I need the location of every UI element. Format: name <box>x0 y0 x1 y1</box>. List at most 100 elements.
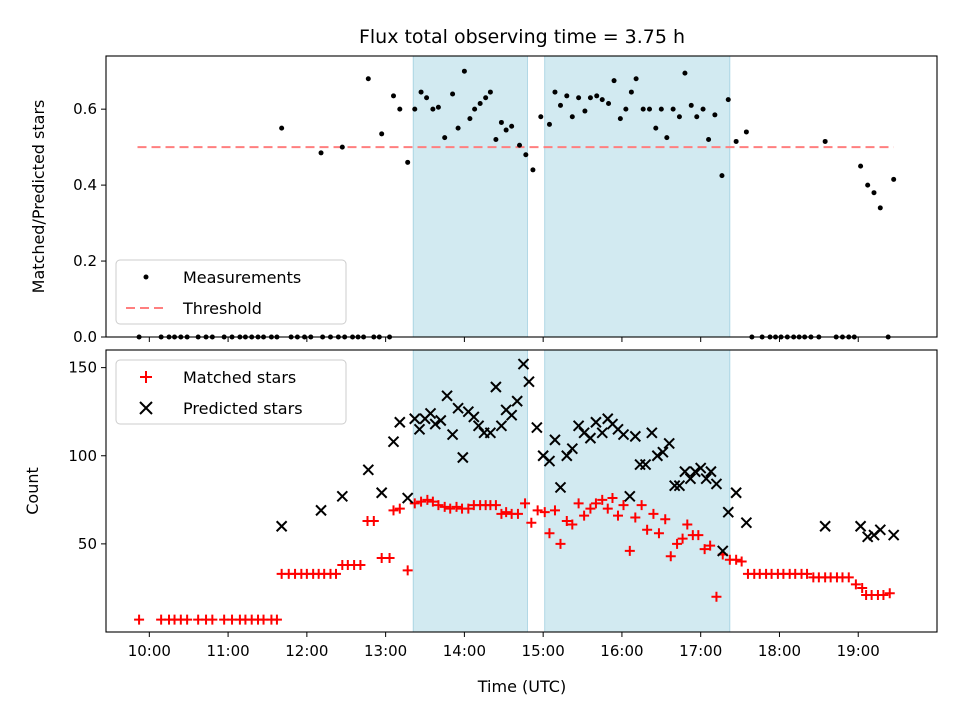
y-tick-label: 100 <box>68 447 97 465</box>
y-tick-label: 0.4 <box>73 176 97 194</box>
data-point <box>384 552 395 563</box>
data-point <box>401 492 414 504</box>
x-tick-label: 11:00 <box>206 642 249 660</box>
data-point <box>530 167 536 173</box>
data-point <box>712 112 718 118</box>
data-point <box>490 381 502 393</box>
data-point <box>736 556 747 567</box>
data-point <box>512 508 523 519</box>
data-point <box>418 89 424 95</box>
data-point <box>582 108 588 114</box>
x-tick-label: 10:00 <box>128 642 171 660</box>
series-matched-stars <box>134 493 895 625</box>
data-point <box>587 95 593 101</box>
data-point <box>365 76 371 82</box>
data-point <box>435 104 441 110</box>
data-point <box>576 95 582 101</box>
data-point <box>446 428 459 441</box>
data-point <box>554 481 567 494</box>
data-point <box>653 125 659 131</box>
data-point <box>612 510 623 521</box>
data-point <box>871 190 877 196</box>
data-point <box>472 420 485 432</box>
data-point <box>677 533 688 544</box>
data-point <box>705 540 716 551</box>
data-point <box>682 70 688 76</box>
data-point <box>628 89 634 95</box>
data-point <box>477 100 483 106</box>
data-point <box>730 487 742 499</box>
data-point <box>719 173 725 179</box>
data-point <box>597 494 608 505</box>
data-point <box>648 508 659 519</box>
data-point <box>539 507 550 518</box>
data-point <box>271 614 282 625</box>
data-point <box>435 414 447 427</box>
data-point <box>544 528 555 539</box>
data-point <box>397 106 403 112</box>
data-point <box>651 450 664 462</box>
data-point <box>472 106 478 112</box>
data-point <box>858 163 864 169</box>
data-point <box>689 465 701 478</box>
data-point <box>493 137 499 143</box>
data-point <box>467 116 473 122</box>
data-point <box>452 402 464 414</box>
data-point <box>572 420 585 432</box>
data-point <box>822 138 828 144</box>
data-point <box>688 102 694 108</box>
data-point <box>733 138 739 144</box>
legend-label: Threshold <box>182 299 262 318</box>
data-point <box>653 528 664 539</box>
data-point <box>511 395 523 407</box>
data-point <box>740 517 753 529</box>
data-point <box>665 551 676 562</box>
data-point <box>549 434 561 446</box>
x-tick-label: 17:00 <box>679 642 722 660</box>
shaded-interval <box>412 349 528 633</box>
data-point <box>700 106 706 112</box>
y-tick-label: 150 <box>68 359 97 377</box>
shaded-interval <box>544 349 731 633</box>
data-point <box>207 614 218 625</box>
data-point <box>409 413 421 425</box>
data-point <box>424 407 437 420</box>
data-point <box>552 89 558 95</box>
x-tick-label: 14:00 <box>443 642 486 660</box>
y-tick-label: 0.0 <box>73 328 97 346</box>
data-point <box>520 498 531 509</box>
data-point <box>633 76 639 82</box>
data-point <box>388 505 399 516</box>
data-point <box>413 423 426 436</box>
data-point <box>731 554 742 565</box>
data-point <box>682 519 693 530</box>
data-point <box>596 427 608 439</box>
data-point <box>699 544 710 555</box>
data-point <box>503 127 509 133</box>
data-point <box>441 390 453 402</box>
data-point <box>706 137 712 143</box>
data-point <box>705 465 717 478</box>
data-point <box>424 95 430 101</box>
data-point <box>315 504 327 517</box>
data-point <box>375 487 388 499</box>
data-point <box>555 538 566 549</box>
data-point <box>483 95 489 101</box>
data-point <box>368 515 379 526</box>
data-point <box>279 125 285 131</box>
data-point <box>854 520 867 532</box>
data-point <box>517 142 523 148</box>
legend-box <box>115 259 347 325</box>
data-point <box>523 376 535 388</box>
data-point <box>887 529 900 541</box>
x-axis-label: Time (UTC) <box>477 677 566 696</box>
figure-title: Flux total observing time = 3.75 h <box>359 26 685 48</box>
data-point <box>725 97 731 103</box>
data-point <box>624 545 635 556</box>
data-point <box>416 496 427 507</box>
data-point <box>379 131 385 137</box>
data-point <box>629 430 642 443</box>
data-point <box>617 428 630 441</box>
data-point <box>660 514 671 525</box>
